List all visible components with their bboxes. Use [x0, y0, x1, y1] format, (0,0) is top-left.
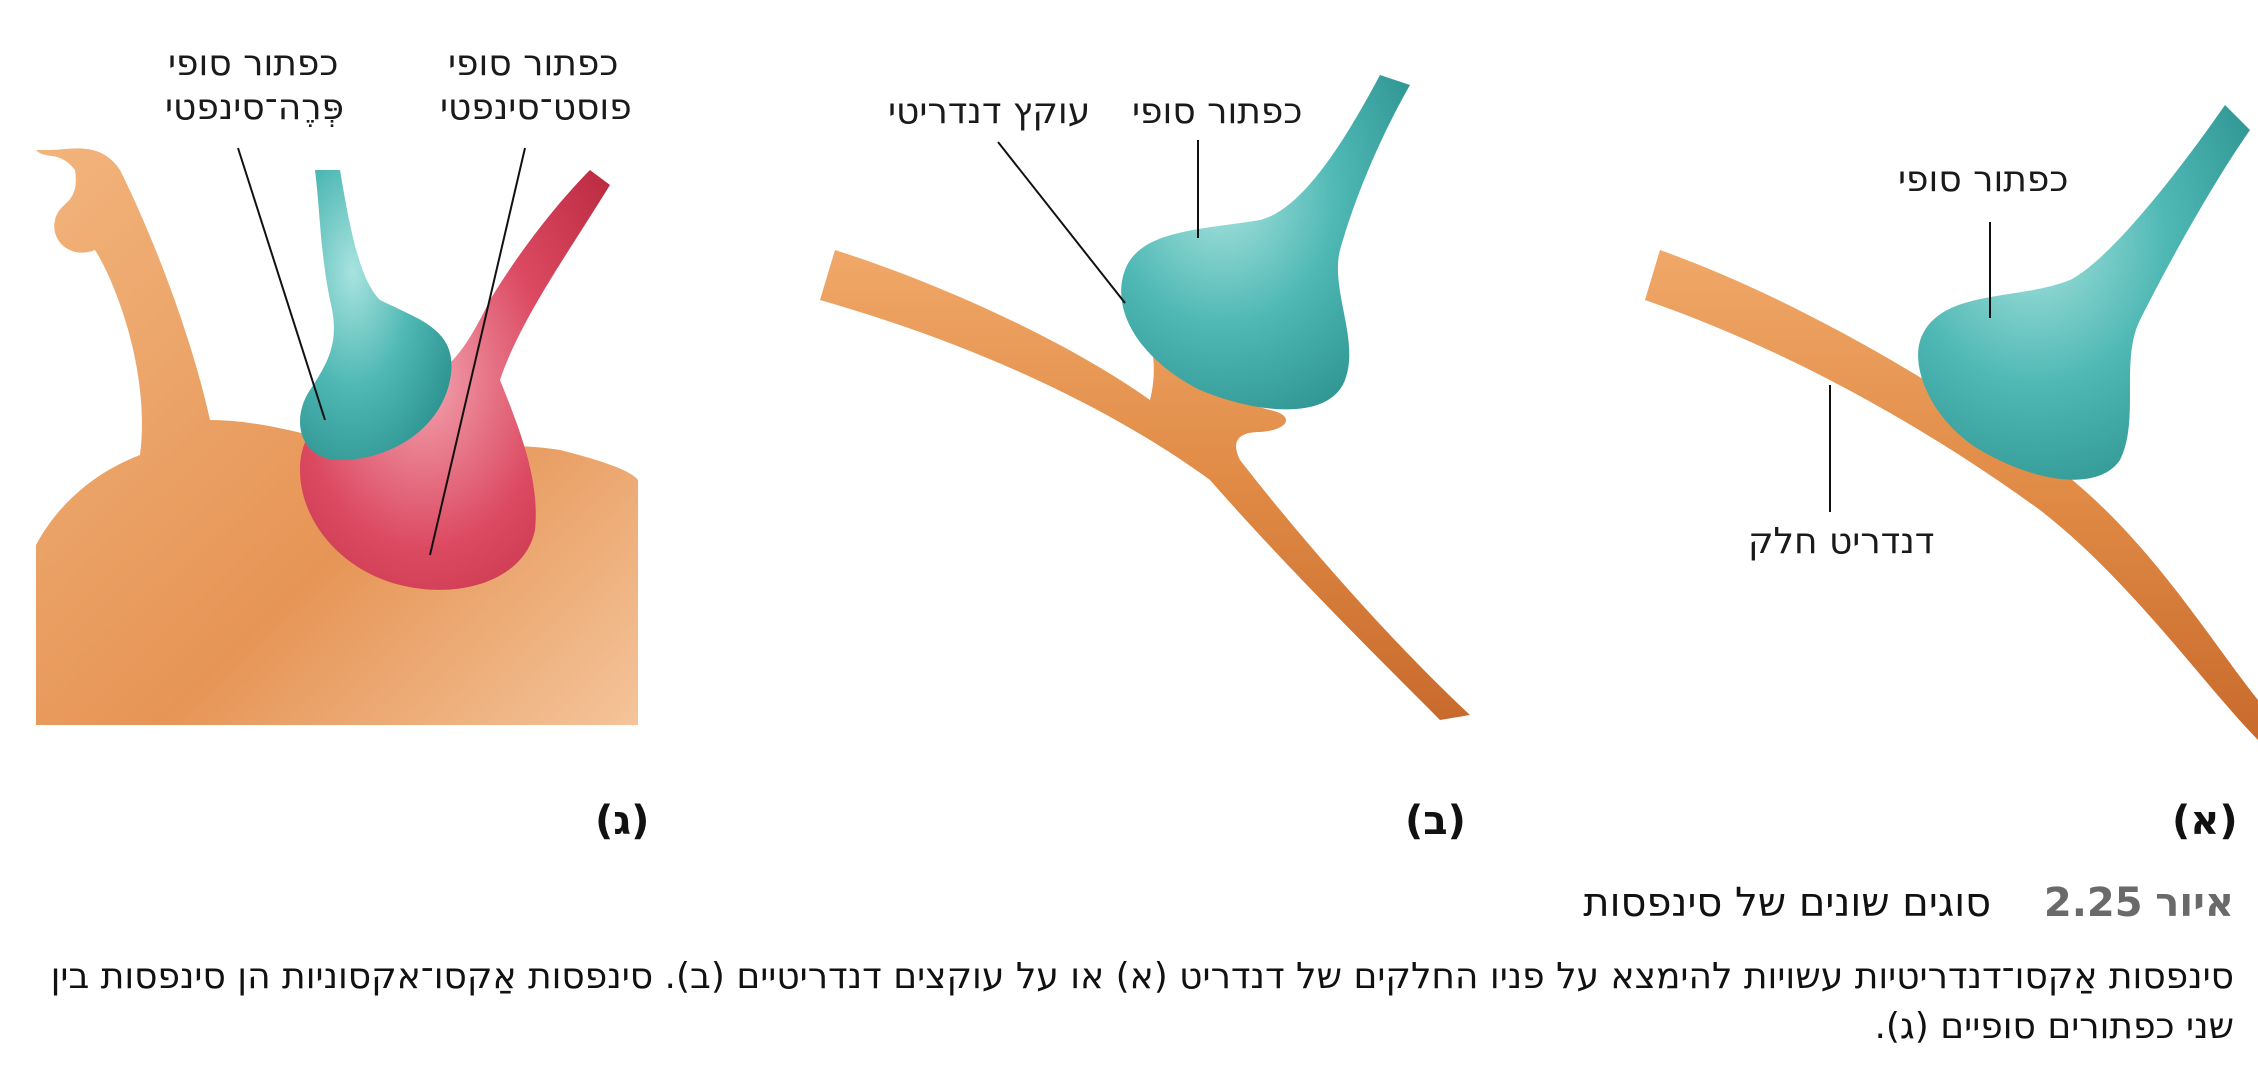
panel-tag-c: (ג) — [595, 798, 650, 844]
terminal-button-b-shape — [1121, 75, 1410, 410]
panel-a-drawing — [1645, 105, 2258, 740]
label-dendritic-spine: עוקץ דנדריטי — [888, 91, 1091, 132]
smooth-dendrite-shape — [1645, 250, 2258, 740]
label-pre-synaptic-line1: כפתור סופי — [168, 43, 339, 84]
label-pre-synaptic-line2: פְּרֶה־סינפטי — [165, 87, 345, 128]
leader-line-spine-b — [997, 141, 1126, 304]
panel-c-drawing — [36, 147, 638, 725]
label-terminal-button-a: כפתור סופי — [1898, 159, 2069, 200]
figure-caption-body: סינפסות אַקסו־דנדריטיות עשויות להימצא על… — [50, 956, 2234, 1047]
label-post-synaptic-line2: פוסט־סינפטי — [440, 87, 632, 128]
post-synaptic-terminal-shape — [300, 170, 610, 590]
figure-title: סוגים שונים של סינפסות — [1583, 880, 1992, 926]
panel-tag-b: (ב) — [1405, 798, 1466, 844]
label-terminal-button-b: כפתור סופי — [1132, 91, 1303, 132]
leader-line-post-synaptic — [429, 147, 526, 556]
figure-number: 2.25 — [2043, 880, 2143, 926]
leader-line-pre-synaptic — [237, 147, 326, 421]
panel-tag-a: (א) — [2172, 798, 2238, 844]
label-smooth-dendrite: דנדריט חלק — [1748, 521, 1935, 562]
pre-synaptic-terminal-shape — [300, 170, 452, 460]
panel-b-drawing — [820, 75, 1470, 720]
label-post-synaptic-line1: כפתור סופי — [448, 43, 619, 84]
figure-caption-title: איור 2.25 סוגים שונים של סינפסות — [1583, 880, 2234, 926]
dendrite-with-spine-shape — [820, 250, 1470, 720]
terminal-button-a-shape — [1918, 105, 2250, 480]
figure-word: איור — [2155, 880, 2234, 926]
